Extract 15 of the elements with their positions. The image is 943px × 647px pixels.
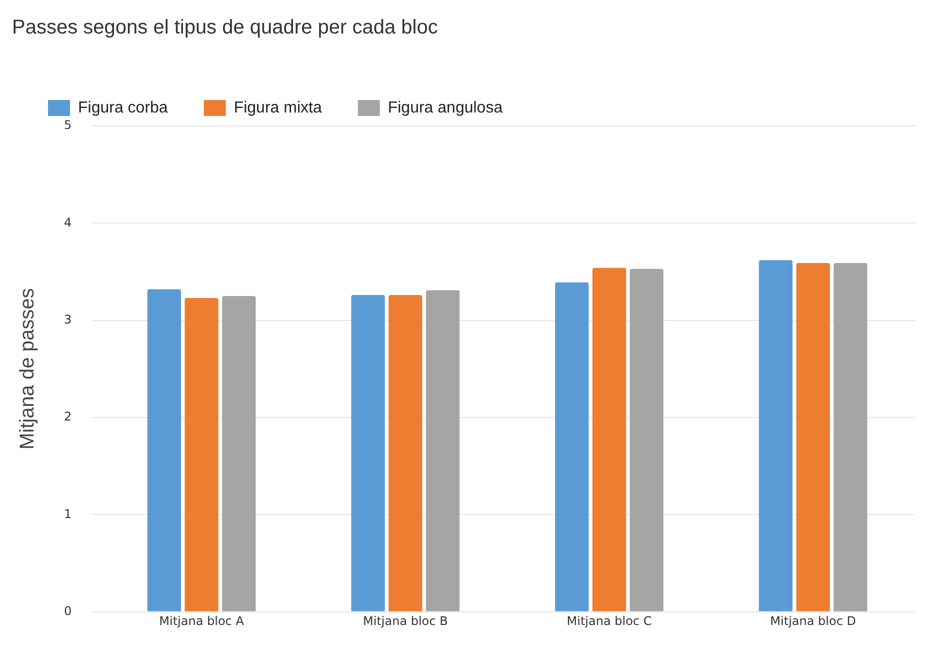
- legend-label: Figura corba: [78, 99, 168, 116]
- x-tick-label: Mitjana bloc B: [363, 614, 448, 628]
- y-tick-label: 5: [64, 118, 72, 132]
- x-tick-label: Mitjana bloc A: [159, 614, 245, 628]
- legend-label: Figura mixta: [234, 99, 322, 116]
- y-tick-label: 1: [64, 506, 72, 521]
- y-tick-label: 0: [64, 604, 72, 618]
- x-tick-label: Mitjana bloc D: [770, 614, 856, 628]
- x-tick-label: Mitjana bloc C: [566, 614, 652, 628]
- y-axis-title: Mitjana de passes: [16, 288, 39, 450]
- y-tick-label: 4: [64, 215, 72, 230]
- legend-label: Figura angulosa: [388, 99, 503, 116]
- y-tick-label: 2: [64, 410, 72, 424]
- chart-title: Passes segons el tipus de quadre per cada bloc: [12, 16, 438, 39]
- y-tick-label: 3: [64, 312, 72, 326]
